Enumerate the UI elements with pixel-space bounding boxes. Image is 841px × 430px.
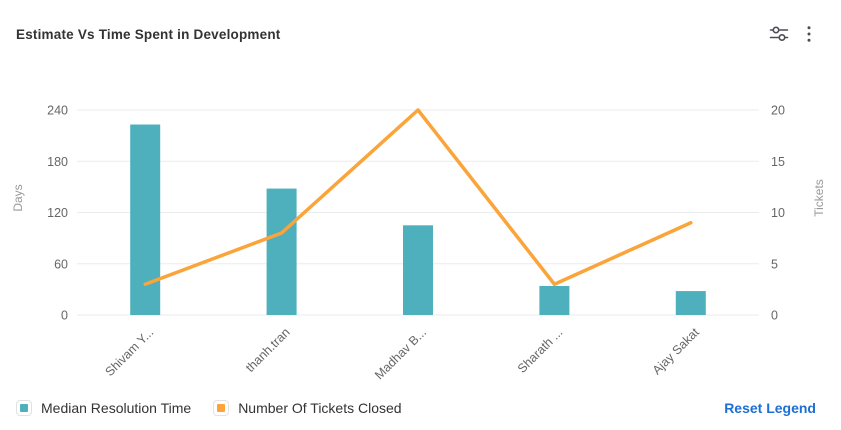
legend-item-median-resolution-time[interactable]: Median Resolution Time bbox=[16, 400, 191, 416]
line-number-of-tickets-closed[interactable] bbox=[143, 108, 693, 286]
combo-chart[interactable]: 0 60 120 180 240 0 5 10 15 20 Days Tickets Shivam Y.… bbox=[0, 60, 841, 395]
kebab-menu-button[interactable] bbox=[796, 21, 822, 47]
kebab-menu-icon bbox=[807, 26, 811, 42]
left-axis-name: Days bbox=[11, 184, 25, 211]
bar-median-resolution-time[interactable] bbox=[266, 188, 297, 315]
bar-median-resolution-time[interactable] bbox=[403, 225, 433, 315]
right-axis-tick-label: 15 bbox=[771, 155, 785, 169]
x-axis-category-label: Sharath ... bbox=[515, 325, 566, 376]
left-axis-tick-label: 180 bbox=[47, 155, 68, 169]
left-axis-tick-label: 60 bbox=[54, 257, 68, 271]
legend-swatch-teal bbox=[16, 400, 32, 416]
bar-median-resolution-time[interactable] bbox=[539, 285, 570, 315]
legend-label: Number Of Tickets Closed bbox=[238, 400, 402, 416]
legend-swatch-orange bbox=[213, 400, 230, 416]
right-axis-tick-label: 0 bbox=[771, 309, 778, 323]
right-axis-name: Tickets bbox=[812, 179, 826, 217]
right-axis-tick-label: 5 bbox=[771, 257, 778, 271]
left-axis-tick-label: 0 bbox=[61, 309, 68, 323]
chart-header: Estimate Vs Time Spent in Development bbox=[0, 18, 841, 50]
bar-median-resolution-time[interactable] bbox=[675, 291, 706, 315]
filter-sliders-icon bbox=[769, 26, 789, 42]
right-axis-tick-label: 10 bbox=[771, 206, 785, 220]
legend-label: Median Resolution Time bbox=[41, 400, 192, 416]
x-axis-category-label: Shivam Y... bbox=[103, 325, 157, 379]
chart-legend: Median Resolution Time Number Of Tickets… bbox=[16, 400, 825, 416]
bar-median-resolution-time[interactable] bbox=[130, 124, 161, 315]
x-axis-category-label: Madhav B... bbox=[372, 325, 429, 382]
left-axis-tick-label: 240 bbox=[47, 104, 68, 118]
legend-item-number-of-tickets-closed[interactable]: Number Of Tickets Closed bbox=[213, 400, 402, 416]
filter-sliders-button[interactable] bbox=[766, 21, 792, 47]
chart-title: Estimate Vs Time Spent in Development bbox=[16, 26, 281, 42]
right-axis-tick-label: 20 bbox=[771, 104, 785, 118]
x-axis-category-label: Ajay Sakat bbox=[650, 325, 703, 378]
left-axis-tick-label: 120 bbox=[47, 206, 68, 220]
reset-legend-link[interactable]: Reset Legend bbox=[724, 400, 816, 416]
x-axis-category-label: thanh.tran bbox=[243, 325, 293, 375]
